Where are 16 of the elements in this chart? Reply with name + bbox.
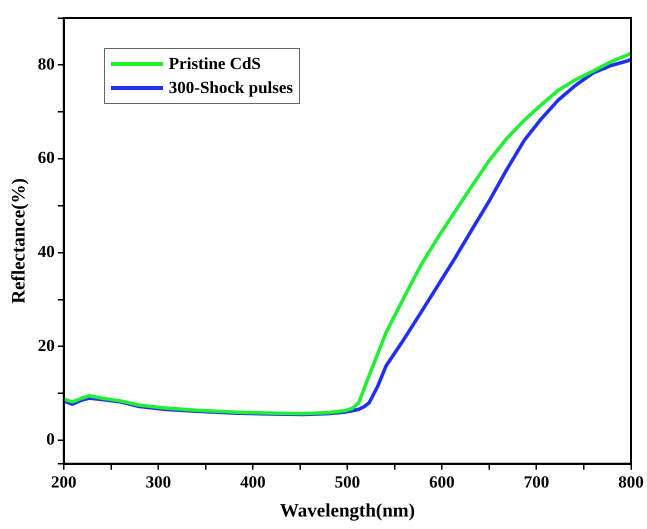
y-tick-label: 80 (38, 54, 55, 74)
x-tick-label: 300 (146, 472, 172, 492)
x-tick-label: 700 (524, 472, 550, 492)
x-tick-label: 500 (334, 472, 360, 492)
legend-label: Pristine CdS (168, 54, 261, 74)
x-axis-title: Wavelength(nm) (280, 500, 415, 522)
y-tick-label: 60 (38, 148, 55, 168)
x-tick-label: 600 (429, 472, 455, 492)
y-tick-label: 0 (46, 430, 55, 449)
x-tick-label: 400 (240, 472, 266, 492)
legend-label: 300-Shock pulses (168, 78, 294, 98)
x-tick-label: 200 (51, 472, 77, 492)
y-axis-title: Reflectance(%) (8, 178, 30, 304)
y-tick-label: 40 (38, 242, 55, 262)
x-tick-label: 800 (618, 472, 644, 492)
y-tick-label: 20 (38, 336, 55, 355)
